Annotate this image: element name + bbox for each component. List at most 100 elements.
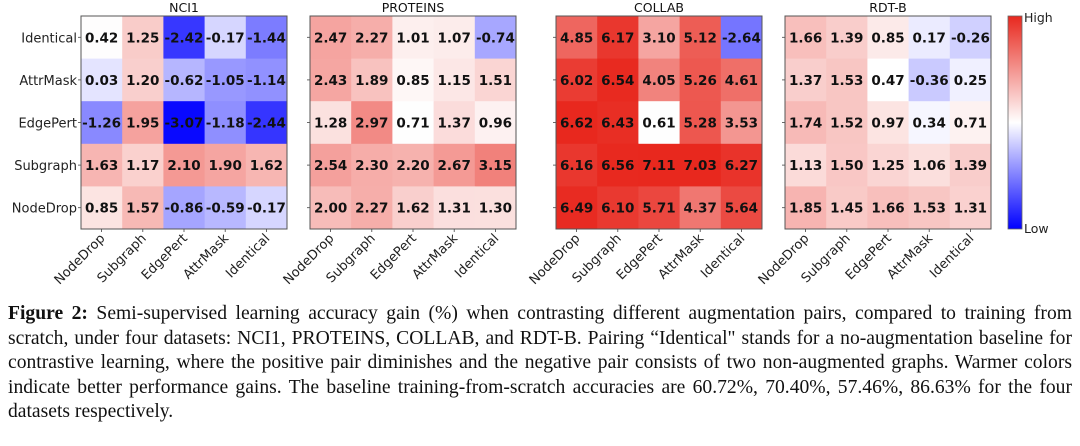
heatmap-cell (433, 16, 476, 60)
column-label: AttrMask (410, 231, 462, 283)
column-label: AttrMask (656, 231, 708, 283)
heatmap-cell (310, 58, 352, 102)
heatmap-cell (949, 186, 992, 230)
heatmap-cell (81, 101, 123, 145)
heatmap-cell (474, 16, 517, 60)
heatmap-cell (556, 58, 598, 102)
cell-value: 1.62 (396, 201, 429, 217)
cell-value: 1.13 (789, 158, 822, 174)
heatmap-cell (908, 186, 951, 230)
cell-value: 1.57 (126, 201, 159, 217)
heatmap-cell (310, 101, 352, 145)
colorbar-high-label: High (1024, 10, 1053, 25)
cell-value: 1.52 (830, 116, 863, 132)
heatmap-cell (908, 16, 951, 60)
heatmap-cell (392, 58, 435, 102)
cell-value: 0.96 (479, 116, 512, 132)
heatmap-cell (679, 16, 722, 60)
heatmap-cell (597, 101, 639, 145)
row-label: NodeDrop (12, 202, 77, 217)
heatmap-cell (949, 58, 992, 102)
panel-title: RDT-B (869, 0, 906, 15)
cell-value: 1.89 (355, 73, 388, 89)
cell-value: 1.39 (954, 158, 987, 174)
heatmap-cell (474, 186, 517, 230)
cell-value: 4.37 (684, 201, 717, 217)
cell-value: -2.44 (247, 116, 286, 132)
cell-value: 2.30 (355, 158, 388, 174)
heatmap-cell (785, 16, 827, 60)
heatmap-cell (908, 101, 951, 145)
heatmap-cell (204, 143, 247, 187)
cell-value: 1.63 (85, 158, 118, 174)
cell-value: 2.20 (396, 158, 429, 174)
heatmap-cell (867, 186, 910, 230)
cell-value: 3.15 (479, 158, 512, 174)
cell-value: -3.07 (165, 116, 204, 132)
colorbar-low-label: Low (1024, 221, 1049, 236)
heatmap-cell (122, 186, 164, 230)
cell-value: 1.06 (913, 158, 946, 174)
cell-value: -0.36 (910, 73, 949, 89)
cell-value: 1.45 (830, 201, 863, 217)
cell-value: 5.28 (684, 116, 717, 132)
heatmap-cell (81, 143, 123, 187)
column-label: Identical (927, 231, 977, 281)
cell-value: -0.86 (165, 201, 204, 217)
cell-value: 0.71 (396, 116, 429, 132)
heatmap-cell (556, 143, 598, 187)
cell-value: 6.10 (601, 201, 634, 217)
heatmap-cell (204, 186, 247, 230)
cell-value: 2.67 (438, 158, 471, 174)
cell-value: 1.66 (789, 30, 822, 46)
cell-value: 6.54 (601, 73, 634, 89)
heatmap-cell (310, 186, 352, 230)
cell-value: 0.97 (871, 116, 904, 132)
heatmap-cell (122, 58, 164, 102)
cell-value: 1.31 (438, 201, 471, 217)
caption-label: Figure 2: (8, 303, 88, 324)
heatmap-cell (392, 16, 435, 60)
heatmap-cell (785, 143, 827, 187)
heatmap-cell (867, 16, 910, 60)
heatmap-cell (310, 143, 352, 187)
heatmap-cell (556, 186, 598, 230)
heatmap-cell (245, 58, 288, 102)
heatmap-cell (720, 58, 763, 102)
heatmap-cell (826, 16, 868, 60)
heatmap-cell (949, 16, 992, 60)
figure-caption: Figure 2: Semi-supervised learning accur… (8, 302, 1072, 425)
caption-text: Semi-supervised learning accuracy gain (… (8, 303, 1072, 423)
heatmap-cell (245, 143, 288, 187)
cell-value: 0.71 (954, 116, 987, 132)
cell-value: 6.56 (601, 158, 634, 174)
cell-value: 7.11 (642, 158, 675, 174)
cell-value: 1.53 (830, 73, 863, 89)
cell-value: 4.61 (725, 73, 758, 89)
cell-value: 3.53 (725, 116, 758, 132)
heatmap-cell (867, 101, 910, 145)
cell-value: 1.90 (209, 158, 242, 174)
heatmap-panel-proteins: PROTEINS 2.47 2.27 1.01 1.07 -0.74 2.43 1.89 0.8… (281, 0, 517, 288)
heatmap-cell (679, 101, 722, 145)
cell-value: 5.64 (725, 201, 758, 217)
cell-value: -0.74 (476, 30, 515, 46)
cell-value: 1.17 (126, 158, 159, 174)
cell-value: 2.43 (314, 73, 347, 89)
heatmap-panel-rdt-b: RDT-B 1.66 1.39 0.85 0.17 -0.26 1.37 1.53 0.47 -0… (756, 0, 992, 288)
column-label: Identical (223, 231, 273, 281)
column-label: AttrMask (181, 231, 233, 283)
heatmap-cell (679, 58, 722, 102)
cell-value: 6.49 (560, 201, 593, 217)
cell-value: 1.95 (126, 116, 159, 132)
colorbar-bar (1007, 15, 1023, 230)
cell-value: 1.25 (126, 30, 159, 46)
heatmap-cell (785, 186, 827, 230)
cell-value: 2.00 (314, 201, 347, 217)
cell-value: 1.53 (913, 201, 946, 217)
heatmap-cell (720, 101, 763, 145)
cell-value: 4.85 (560, 30, 593, 46)
cell-value: 0.85 (871, 30, 904, 46)
cell-value: 6.17 (601, 30, 634, 46)
